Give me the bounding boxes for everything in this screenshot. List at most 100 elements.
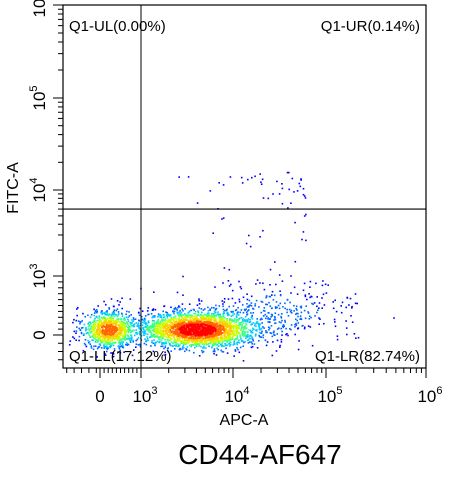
event-dot [121, 326, 123, 328]
event-dot [100, 320, 102, 322]
event-dot [182, 275, 184, 278]
event-dot [142, 331, 144, 333]
event-dot [118, 347, 121, 350]
event-dot [113, 305, 115, 308]
tick-label: 106 [28, 0, 49, 18]
event-dot [238, 300, 241, 303]
event-dot [177, 318, 179, 320]
event-dot [232, 344, 235, 346]
event-dot [280, 327, 282, 330]
event-dot [177, 343, 180, 346]
event-dot [216, 313, 219, 315]
event-dot [149, 330, 152, 333]
event-dot [122, 321, 124, 323]
event-dot [212, 350, 215, 353]
event-dot [236, 313, 238, 316]
event-dot [124, 328, 126, 331]
event-dot [258, 335, 261, 338]
event-dot [151, 334, 153, 336]
event-dot [249, 245, 252, 248]
event-dot [218, 182, 220, 184]
event-dot [164, 346, 167, 349]
event-dot [85, 327, 87, 329]
event-dot [205, 318, 208, 321]
event-dot [222, 308, 225, 311]
event-dot [224, 321, 227, 323]
event-dot [203, 334, 205, 337]
event-dot [126, 338, 129, 340]
event-dot [170, 350, 172, 352]
event-dot [207, 306, 209, 309]
event-dot [230, 321, 233, 324]
event-dot [245, 334, 248, 336]
event-dot [187, 320, 190, 322]
event-dot [223, 320, 226, 322]
event-dot [72, 321, 74, 324]
event-dot [182, 317, 185, 319]
event-dot [216, 347, 218, 349]
event-dot [250, 312, 252, 314]
event-dot [310, 295, 313, 298]
event-dot [125, 316, 128, 319]
event-dot [263, 310, 266, 312]
event-dot [105, 341, 107, 344]
event-dot [211, 337, 213, 340]
event-dot [210, 338, 212, 341]
plot-frame [62, 4, 427, 369]
event-dot [139, 307, 141, 310]
event-dot [181, 337, 184, 340]
event-dot [186, 324, 188, 326]
event-dot [200, 317, 202, 319]
event-dot [150, 332, 153, 334]
event-dot [304, 197, 307, 199]
event-dot [251, 176, 253, 179]
event-dot [212, 325, 214, 327]
event-dot [167, 347, 169, 349]
event-dot [98, 334, 101, 336]
event-dot [262, 282, 264, 285]
event-dot [119, 301, 121, 303]
event-dot [251, 343, 253, 345]
event-dot [357, 336, 360, 339]
event-dot [349, 297, 352, 300]
event-dot [114, 336, 116, 338]
event-dot [138, 325, 140, 328]
event-dot [223, 298, 226, 300]
event-dot [250, 337, 252, 340]
event-dot [233, 318, 236, 320]
event-dot [222, 315, 224, 317]
event-dot [195, 340, 198, 343]
event-dot [227, 338, 230, 340]
event-dot [200, 325, 202, 328]
event-dot [143, 334, 146, 337]
event-dot [145, 328, 148, 331]
event-dot [306, 298, 308, 301]
event-dot [172, 333, 175, 336]
event-dot [182, 294, 184, 296]
event-dot [243, 308, 246, 311]
event-dot [155, 331, 158, 333]
event-dot [146, 333, 149, 336]
event-dot [209, 342, 212, 345]
event-dot [173, 310, 176, 313]
event-dot [108, 331, 111, 333]
event-dot [237, 348, 239, 351]
event-dot [309, 280, 312, 283]
event-dot [221, 350, 224, 353]
event-dot [241, 324, 243, 327]
event-dot [245, 319, 247, 322]
event-dot [110, 342, 112, 345]
event-dot [200, 314, 202, 316]
event-dot [144, 315, 147, 317]
event-dot [83, 333, 85, 335]
event-dot [116, 333, 118, 335]
event-dot [105, 303, 107, 306]
event-dot [203, 318, 205, 320]
event-dot [167, 341, 170, 344]
event-dot [166, 311, 169, 314]
event-dot [255, 283, 257, 285]
event-dot [240, 328, 243, 330]
event-dot [174, 330, 176, 333]
event-dot [164, 333, 167, 335]
event-dot [190, 323, 192, 326]
